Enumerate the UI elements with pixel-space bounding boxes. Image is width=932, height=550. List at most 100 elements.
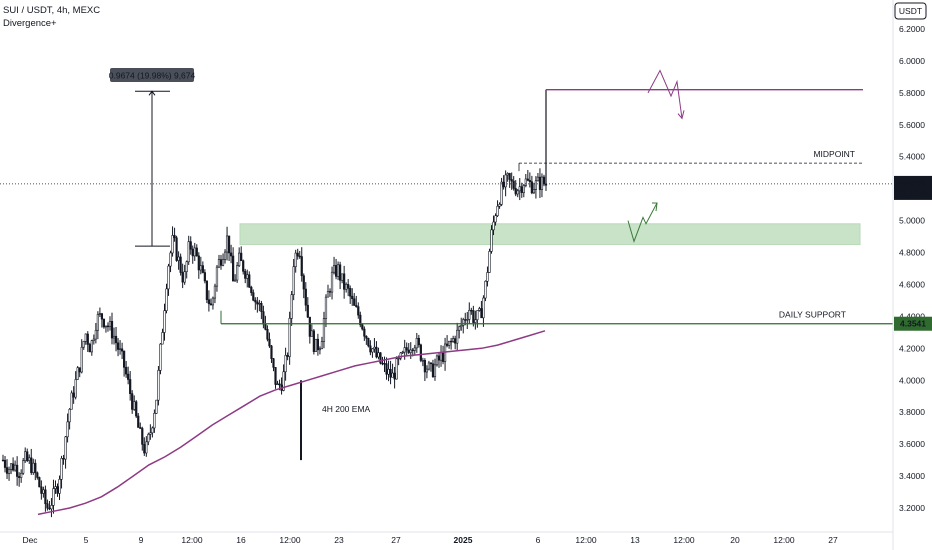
y-tick-label: 6.2000 bbox=[899, 24, 925, 34]
candle-body bbox=[304, 288, 307, 306]
candle-body bbox=[118, 348, 122, 350]
candle-body bbox=[163, 310, 166, 333]
candle-body bbox=[153, 413, 156, 429]
x-tick-label: 12:00 bbox=[279, 535, 301, 545]
candle-body bbox=[308, 316, 311, 337]
measure-arrowhead bbox=[148, 90, 156, 96]
candle-body bbox=[288, 318, 291, 357]
candle-body bbox=[88, 344, 91, 353]
candle-body bbox=[44, 489, 47, 505]
candle-body bbox=[177, 256, 180, 261]
candle-body bbox=[252, 292, 255, 301]
candle-body bbox=[328, 291, 332, 293]
candle-body bbox=[133, 401, 136, 410]
ema-200-line bbox=[37, 330, 546, 516]
candle-body bbox=[480, 308, 483, 319]
candle-body bbox=[96, 314, 99, 331]
measure-label: 0.9674 (19.98%) 9,674 bbox=[109, 71, 196, 81]
candle-body bbox=[300, 256, 303, 277]
candle-body bbox=[74, 379, 77, 398]
candle-body bbox=[336, 264, 340, 277]
candle-body bbox=[448, 340, 451, 346]
candle-body bbox=[363, 328, 366, 337]
candle-body bbox=[391, 372, 394, 378]
candle-body bbox=[32, 462, 35, 473]
candle-body bbox=[468, 309, 471, 320]
candle-body bbox=[454, 338, 457, 344]
candle-body bbox=[542, 176, 546, 185]
candle-body bbox=[215, 266, 219, 287]
candle-body bbox=[48, 507, 51, 510]
candle-body bbox=[534, 180, 538, 190]
currency-button-label: USDT bbox=[899, 6, 922, 16]
candle-body bbox=[466, 319, 469, 321]
candle-body bbox=[302, 275, 305, 290]
candle-body bbox=[294, 252, 297, 267]
candle-body bbox=[143, 444, 146, 454]
candle-body bbox=[114, 335, 118, 344]
y-tick-label: 4.6000 bbox=[899, 279, 925, 289]
candle-body bbox=[326, 291, 330, 298]
candle-body bbox=[522, 185, 525, 193]
candle-body bbox=[149, 432, 152, 435]
candle-body bbox=[82, 341, 85, 348]
candle-body bbox=[318, 348, 322, 351]
candle-body bbox=[84, 333, 87, 342]
last-price-tag bbox=[894, 175, 932, 200]
candle-body bbox=[393, 372, 396, 380]
candle-body bbox=[343, 273, 346, 290]
candle-body bbox=[282, 371, 285, 391]
candle-body bbox=[264, 323, 267, 330]
candle-body bbox=[276, 383, 279, 385]
candle-body bbox=[34, 462, 37, 474]
candle-body bbox=[60, 458, 63, 480]
candle-body bbox=[429, 362, 433, 365]
candle-body bbox=[538, 176, 542, 190]
candle-body bbox=[532, 189, 535, 194]
candle-body bbox=[171, 235, 174, 254]
candle-body bbox=[195, 247, 198, 257]
candle-body bbox=[223, 251, 227, 260]
x-tick-label: 9 bbox=[139, 535, 144, 545]
last-price-value: 5.2298 bbox=[900, 178, 926, 188]
candle-body bbox=[506, 173, 509, 176]
support-price-value: 4.3541 bbox=[900, 319, 926, 329]
candle-body bbox=[361, 324, 364, 330]
currency-button bbox=[894, 2, 927, 20]
candle-body bbox=[141, 428, 144, 445]
candle-body bbox=[520, 186, 523, 193]
candle-body bbox=[488, 251, 491, 273]
candle-body bbox=[135, 401, 138, 417]
x-tick-label: 16 bbox=[236, 535, 246, 545]
candle-body bbox=[278, 383, 281, 386]
candle-body bbox=[90, 340, 93, 353]
candle-body bbox=[167, 265, 170, 290]
candle-body bbox=[72, 392, 75, 398]
candle-body bbox=[169, 252, 172, 267]
candle-body bbox=[458, 326, 461, 331]
y-tick-label: 3.4000 bbox=[899, 471, 925, 481]
candle-body bbox=[351, 295, 354, 300]
candle-body bbox=[445, 343, 449, 346]
candle-body bbox=[110, 320, 114, 339]
candle-body bbox=[322, 318, 326, 342]
candle-body bbox=[207, 299, 210, 305]
candle-body bbox=[54, 486, 57, 489]
candle-body bbox=[353, 298, 356, 306]
candle-body bbox=[116, 342, 120, 350]
candle-body bbox=[405, 347, 408, 351]
candle-body bbox=[3, 459, 7, 468]
x-tick-label: 5 bbox=[84, 535, 89, 545]
candle-body bbox=[199, 265, 202, 271]
candle-body bbox=[36, 472, 39, 478]
x-tick-label: 12:00 bbox=[773, 535, 795, 545]
candle-body bbox=[256, 301, 259, 305]
candle-body bbox=[397, 357, 400, 360]
candle-body bbox=[52, 488, 55, 506]
candle-body bbox=[22, 460, 25, 474]
ema-label: 4H 200 EMA bbox=[322, 404, 371, 414]
candle-body bbox=[500, 181, 503, 205]
candle-body bbox=[80, 346, 83, 373]
